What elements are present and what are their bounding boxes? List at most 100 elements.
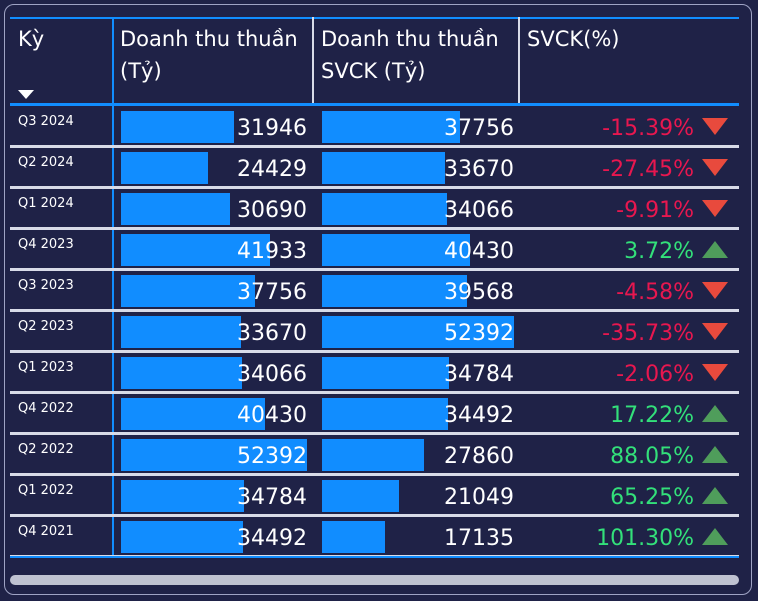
revenue-bar bbox=[121, 316, 241, 348]
revenue-prev-bar bbox=[322, 152, 445, 184]
revenue-bar bbox=[121, 275, 255, 307]
period-cell: Q2 2024 bbox=[18, 155, 74, 170]
revenue-value: 31946 bbox=[237, 116, 307, 141]
revenue-bar bbox=[121, 398, 265, 430]
table-row[interactable]: Q1 2024 30690 34066 -9.91% bbox=[10, 189, 739, 230]
trend-down-icon bbox=[702, 364, 728, 381]
table-row[interactable]: Q4 2022 40430 34492 17.22% bbox=[10, 394, 739, 435]
revenue-prev-value: 34492 bbox=[444, 403, 514, 428]
yoy-value: 3.72% bbox=[624, 239, 694, 264]
revenue-prev-bar bbox=[322, 521, 385, 553]
column-divider-prev bbox=[518, 17, 520, 105]
header-yoy[interactable]: SVCK(%) bbox=[527, 23, 619, 55]
revenue-bar bbox=[121, 480, 244, 512]
revenue-value: 34492 bbox=[237, 526, 307, 551]
row-separator bbox=[10, 514, 739, 517]
horizontal-scrollbar[interactable] bbox=[10, 575, 739, 585]
yoy-value: -2.06% bbox=[616, 362, 694, 387]
header-revenue-line1: Doanh thu thuần bbox=[120, 27, 298, 51]
revenue-bar bbox=[121, 193, 230, 225]
trend-up-icon bbox=[702, 528, 728, 545]
row-separator bbox=[10, 268, 739, 271]
table-row[interactable]: Q2 2022 52392 27860 88.05% bbox=[10, 435, 739, 476]
revenue-prev-bar bbox=[322, 111, 460, 143]
trend-down-icon bbox=[702, 200, 728, 217]
row-separator bbox=[10, 432, 739, 435]
period-cell: Q1 2023 bbox=[18, 360, 74, 375]
header-revenue[interactable]: Doanh thu thuần (Tỷ) bbox=[120, 23, 298, 87]
period-cell: Q3 2024 bbox=[18, 114, 74, 129]
table-row[interactable]: Q4 2023 41933 40430 3.72% bbox=[10, 230, 739, 271]
table-row[interactable]: Q2 2024 24429 33670 -27.45% bbox=[10, 148, 739, 189]
table-row[interactable]: Q3 2024 31946 37756 -15.39% bbox=[10, 107, 739, 148]
period-cell: Q1 2024 bbox=[18, 196, 74, 211]
revenue-value: 52392 bbox=[237, 444, 307, 469]
revenue-prev-value: 37756 bbox=[444, 116, 514, 141]
data-table: Kỳ Doanh thu thuần (Tỷ) Doanh thu thuần … bbox=[10, 17, 739, 558]
header-revenue-prev-line2: SVCK (Tỷ) bbox=[321, 59, 426, 83]
period-cell: Q3 2023 bbox=[18, 278, 74, 293]
revenue-prev-bar bbox=[322, 439, 424, 471]
revenue-bar bbox=[121, 439, 307, 471]
revenue-prev-value: 39568 bbox=[444, 280, 514, 305]
yoy-value: 88.05% bbox=[610, 444, 694, 469]
period-cell: Q2 2022 bbox=[18, 442, 74, 457]
table-row[interactable]: Q1 2022 34784 21049 65.25% bbox=[10, 476, 739, 517]
period-cell: Q2 2023 bbox=[18, 319, 74, 334]
revenue-bar bbox=[121, 152, 208, 184]
revenue-value: 34784 bbox=[237, 485, 307, 510]
revenue-bar bbox=[121, 234, 270, 266]
revenue-bar bbox=[121, 521, 243, 553]
header-yoy-label: SVCK(%) bbox=[527, 27, 620, 51]
yoy-value: 101.30% bbox=[596, 526, 694, 551]
column-divider-revenue bbox=[312, 17, 314, 105]
table-row[interactable]: Q4 2021 34492 17135 101.30% bbox=[10, 517, 739, 558]
revenue-prev-value: 27860 bbox=[444, 444, 514, 469]
revenue-prev-value: 52392 bbox=[444, 321, 514, 346]
row-separator bbox=[10, 145, 739, 148]
yoy-value: -15.39% bbox=[602, 116, 694, 141]
revenue-prev-value: 21049 bbox=[444, 485, 514, 510]
column-divider-period bbox=[112, 17, 114, 558]
revenue-bar bbox=[121, 111, 234, 143]
yoy-value: 17.22% bbox=[610, 403, 694, 428]
revenue-prev-bar bbox=[322, 193, 447, 225]
header-period-label: Kỳ bbox=[18, 27, 45, 51]
period-cell: Q4 2022 bbox=[18, 401, 74, 416]
revenue-value: 41933 bbox=[237, 239, 307, 264]
row-separator bbox=[10, 227, 739, 230]
table-row[interactable]: Q2 2023 33670 52392 -35.73% bbox=[10, 312, 739, 353]
table-visual-frame bbox=[4, 4, 752, 595]
row-separator bbox=[10, 391, 739, 394]
trend-up-icon bbox=[702, 487, 728, 504]
yoy-value: -27.45% bbox=[602, 157, 694, 182]
row-separator bbox=[10, 350, 739, 353]
period-cell: Q4 2023 bbox=[18, 237, 74, 252]
trend-down-icon bbox=[702, 159, 728, 176]
period-cell: Q1 2022 bbox=[18, 483, 74, 498]
trend-down-icon bbox=[702, 282, 728, 299]
header-period[interactable]: Kỳ bbox=[18, 23, 44, 55]
revenue-value: 40430 bbox=[237, 403, 307, 428]
header-bottom-border bbox=[10, 103, 739, 106]
revenue-prev-bar bbox=[322, 480, 399, 512]
trend-up-icon bbox=[702, 241, 728, 258]
revenue-prev-value: 34066 bbox=[444, 198, 514, 223]
revenue-value: 33670 bbox=[237, 321, 307, 346]
table-row[interactable]: Q3 2023 37756 39568 -4.58% bbox=[10, 271, 739, 312]
revenue-prev-value: 40430 bbox=[444, 239, 514, 264]
table-row[interactable]: Q1 2023 34066 34784 -2.06% bbox=[10, 353, 739, 394]
period-cell: Q4 2021 bbox=[18, 524, 74, 539]
row-separator bbox=[10, 186, 739, 189]
sort-descending-icon[interactable] bbox=[18, 90, 34, 99]
trend-down-icon bbox=[702, 323, 728, 340]
revenue-value: 37756 bbox=[237, 280, 307, 305]
trend-down-icon bbox=[702, 118, 728, 135]
header-revenue-prev[interactable]: Doanh thu thuần SVCK (Tỷ) bbox=[321, 23, 499, 87]
revenue-prev-bar bbox=[322, 234, 470, 266]
table-bottom-border bbox=[10, 556, 739, 558]
header-revenue-prev-line1: Doanh thu thuần bbox=[321, 27, 499, 51]
trend-up-icon bbox=[702, 446, 728, 463]
yoy-value: -9.91% bbox=[616, 198, 694, 223]
revenue-prev-bar bbox=[322, 357, 449, 389]
